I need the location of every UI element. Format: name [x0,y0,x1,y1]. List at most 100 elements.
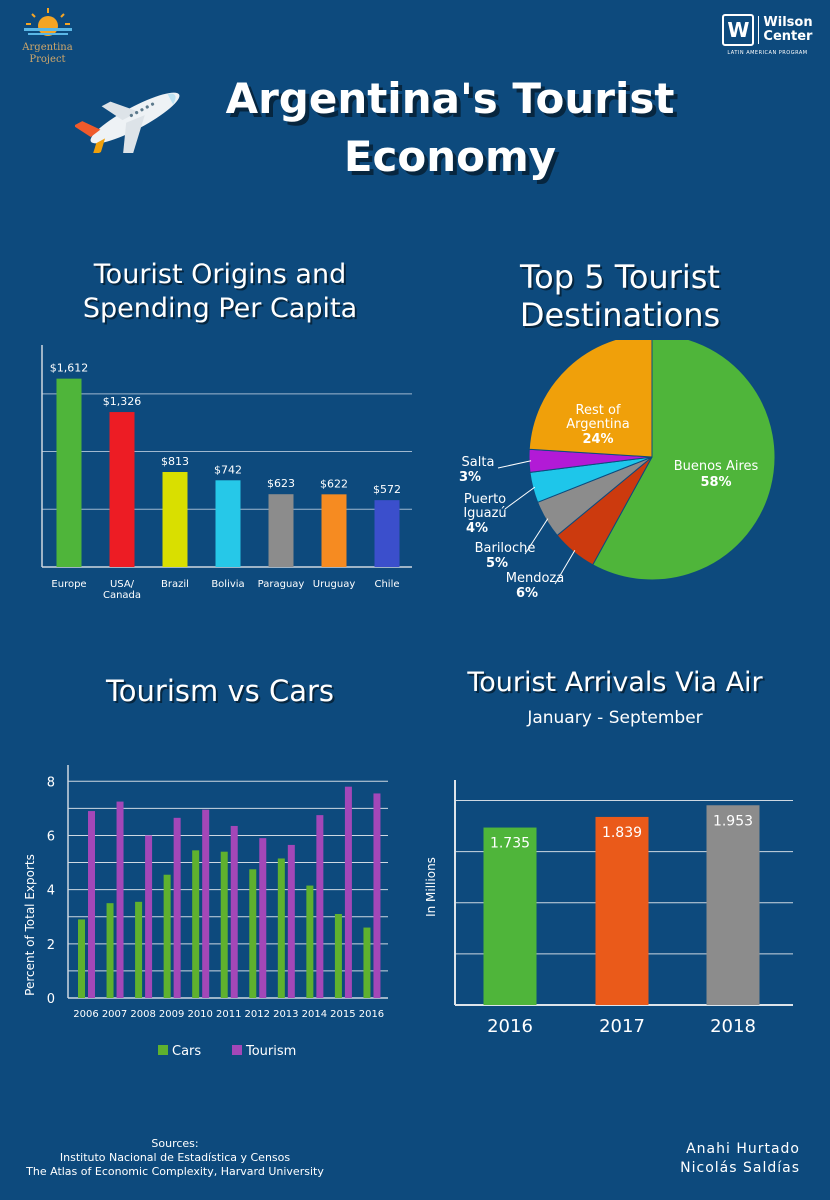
air-bar [483,827,537,1005]
wilson-center-logo: W Wilson Center LATIN AMERICAN PROGRAM [720,14,815,56]
tc-x-tick-label: 2015 [330,1009,355,1020]
tc-legend-label: Cars [172,1044,201,1059]
origins-value-label: $742 [214,463,242,476]
tc-bar-cars [220,851,228,998]
tc-x-tick-label: 2009 [159,1009,184,1020]
air-arrivals-subtitle: January - September [527,708,703,728]
tourism-cars-bar-chart: 0 2 4 6 8 2006 2007 2008 2009 2010 2011 2012 2013 201… [23,765,388,1059]
tc-x-tick-label: 2014 [302,1009,327,1020]
tc-x-tick-label: 2006 [73,1009,98,1020]
origins-bar [56,378,82,567]
main-title: Argentina's Tourist Economy [180,70,720,186]
wilson-name-line1: Wilson [763,15,813,30]
air-category-label: 2017 [599,1016,645,1037]
air-bar [595,816,649,1005]
pie-label: Buenos Aires 58% [674,459,759,490]
tc-bar-cars [192,850,200,998]
tc-bar-cars [106,903,114,998]
origins-bar-chart: $1,612 Europe $1,326 USA/Canada $813 Brazil $7… [41,345,412,601]
tc-x-tick-label: 2013 [273,1009,298,1020]
tc-x-tick-label: 2016 [359,1009,384,1020]
tc-bar-tourism [230,825,238,998]
origins-bar [321,494,347,567]
air-arrivals-bar-chart: 1.735 2016 1.839 2017 1.953 2018 In Millions [424,780,793,1037]
origins-bar [162,472,188,567]
origins-value-label: $572 [373,483,401,496]
tc-bar-tourism [344,786,352,998]
tc-bar-tourism [116,801,124,998]
tc-legend-swatch [158,1045,168,1055]
origins-value-label: $1,326 [103,395,142,408]
origins-category-label: Bolivia [211,579,244,590]
tc-legend-label: Tourism [245,1044,296,1059]
pie-label: Bariloche 5% [475,541,536,571]
tc-bar-cars [363,927,371,998]
tc-y-tick-label: 0 [47,992,55,1007]
origins-value-label: $623 [267,477,295,490]
pie-leader-line [504,486,536,510]
origins-title-line1: Tourist Origins and [93,259,347,290]
destinations-pie-chart: Buenos Aires 58% Mendoza 6%Bariloche 5% Puert… [459,340,776,601]
tc-bar-cars [306,885,314,998]
tc-x-tick-label: 2007 [102,1009,127,1020]
pie-label-rest: Rest of Argentina 24% [566,403,629,447]
air-value-label: 1.839 [602,825,642,841]
origins-chart-title: Tourist Origins and Spending Per Capita [30,258,410,326]
destinations-chart-title: Top 5 Tourist Destinations [450,258,790,334]
tc-x-tick-label: 2010 [187,1009,212,1020]
tc-bar-cars [135,901,143,998]
tc-x-tick-label: 2011 [216,1009,241,1020]
air-value-label: 1.735 [490,836,530,852]
tc-x-tick-label: 2008 [130,1009,155,1020]
air-value-label: 1.953 [713,813,753,829]
air-category-label: 2016 [487,1016,533,1037]
tc-x-tick-label: 2012 [245,1009,270,1020]
origins-value-label: $622 [320,477,348,490]
origins-category-label: Uruguay [313,579,356,590]
tc-bar-cars [334,914,342,998]
pie-slice [592,340,776,581]
tc-y-tick-label: 6 [47,829,55,844]
sources-block: Sources: Instituto Nacional de Estadísti… [20,1137,330,1179]
origins-value-label: $1,612 [50,362,89,375]
argentina-project-logo: Argentina Project [10,6,85,66]
tc-bar-cars [78,919,85,998]
origins-category-label: USA/Canada [103,579,141,601]
pie-label: Salta 3% [459,455,494,485]
author-1: Anahi Hurtado [686,1141,800,1157]
tc-y-axis-label: Percent of Total Exports [23,854,37,996]
pie-leader-line [524,518,549,555]
tc-bar-tourism [88,811,95,998]
main-title-line1: Argentina's Tourist [225,74,675,123]
origins-bar [268,494,294,567]
wilson-mark: W [722,14,755,46]
pie-leader-line [554,549,576,585]
author-2: Nicolás Saldías [680,1160,800,1176]
tc-bar-tourism [316,815,324,998]
air-arrivals-chart-title: Tourist Arrivals Via Air [467,667,763,698]
air-y-axis-label: In Millions [424,857,438,917]
air-bar [706,805,760,1005]
main-title-line2: Economy [343,132,557,181]
logo-text-line1: Argentina [22,42,73,53]
origins-bar [374,500,400,567]
wilson-program: LATIN AMERICAN PROGRAM [727,50,808,56]
origins-category-label: Europe [51,579,86,590]
origins-category-label: Chile [374,579,399,590]
logo-text-line2: Project [29,54,66,65]
tourism-cars-chart-title: Tourism vs Cars [105,674,334,708]
tc-bar-tourism [287,844,295,998]
tc-y-tick-label: 8 [47,775,55,790]
tc-legend-swatch [232,1045,242,1055]
tc-bar-cars [163,874,171,998]
authors-block: Anahi Hurtado Nicolás Saldías [630,1140,800,1178]
tc-y-tick-label: 2 [47,938,55,953]
tc-y-tick-label: 4 [47,884,55,899]
sources-label: Sources: [151,1137,199,1150]
origins-bar [109,412,135,567]
origins-title-line2: Spending Per Capita [82,293,358,324]
origins-category-label: Brazil [161,579,189,590]
pie-slice [528,340,653,458]
tc-bar-tourism [145,835,153,998]
tc-bar-tourism [202,809,210,998]
